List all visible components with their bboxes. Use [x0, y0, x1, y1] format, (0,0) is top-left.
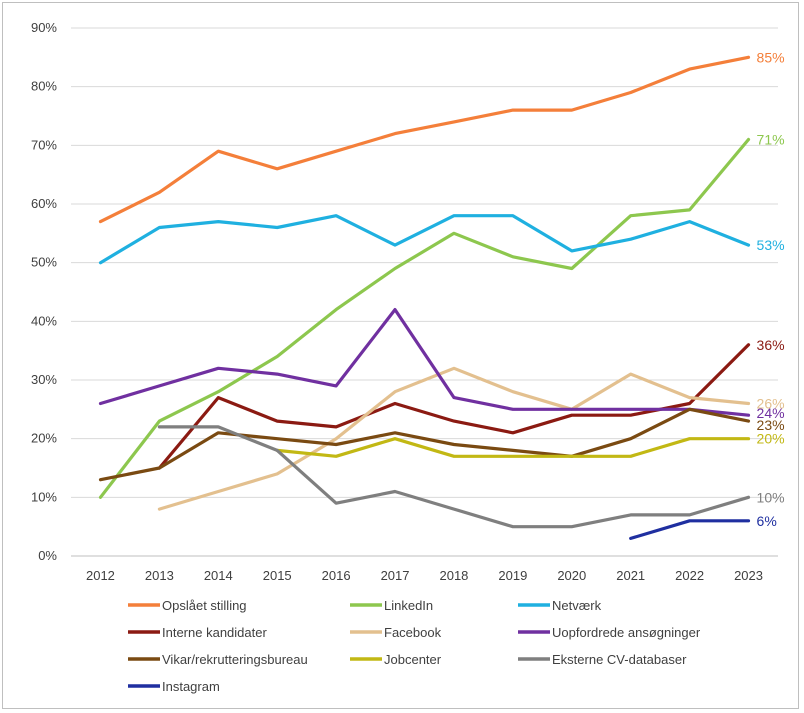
series-line: [275, 437, 751, 458]
series-end-label: 53%: [757, 237, 785, 253]
legend-label: Facebook: [384, 625, 442, 640]
y-tick-label: 0%: [38, 548, 57, 563]
series-end-label: 23%: [757, 417, 785, 433]
series-end-label: 10%: [757, 489, 785, 505]
x-tick-label: 2014: [204, 568, 233, 583]
series-line: [98, 137, 751, 499]
legend-label: LinkedIn: [384, 598, 433, 613]
series-line: [98, 308, 751, 417]
x-tick-label: 2016: [322, 568, 351, 583]
y-tick-label: 40%: [31, 313, 57, 328]
x-tick-label: 2019: [498, 568, 527, 583]
series-end-label: 71%: [757, 131, 785, 147]
legend-label: Uopfordrede ansøgninger: [552, 625, 701, 640]
series-line: [157, 425, 751, 529]
x-tick-label: 2018: [439, 568, 468, 583]
legend-label: Vikar/rekrutteringsbureau: [162, 652, 308, 667]
legend-label: Instagram: [162, 679, 220, 694]
x-tick-label: 2022: [675, 568, 704, 583]
y-tick-label: 10%: [31, 489, 57, 504]
y-tick-label: 80%: [31, 79, 57, 94]
x-tick-label: 2023: [734, 568, 763, 583]
series-line: [98, 214, 751, 265]
y-tick-label: 30%: [31, 372, 57, 387]
series-end-label: 24%: [757, 405, 785, 421]
legend-label: Jobcenter: [384, 652, 442, 667]
series-end-label: 85%: [757, 49, 785, 65]
series-end-label: 6%: [757, 513, 777, 529]
series-line: [629, 519, 751, 541]
series-end-label: 26%: [757, 395, 785, 411]
y-tick-label: 70%: [31, 137, 57, 152]
y-tick-label: 90%: [31, 20, 57, 35]
y-tick-label: 60%: [31, 196, 57, 211]
legend-label: Interne kandidater: [162, 625, 267, 640]
legend-label: Opslået stilling: [162, 598, 247, 613]
series-line: [157, 343, 751, 470]
x-tick-label: 2021: [616, 568, 645, 583]
series-end-label: 36%: [757, 337, 785, 353]
legend-label: Netværk: [552, 598, 602, 613]
x-tick-label: 2017: [381, 568, 410, 583]
legend-label: Eksterne CV-databaser: [552, 652, 687, 667]
y-tick-label: 50%: [31, 255, 57, 270]
y-tick-label: 20%: [31, 431, 57, 446]
series-line: [157, 366, 751, 511]
x-tick-label: 2013: [145, 568, 174, 583]
x-tick-label: 2020: [557, 568, 586, 583]
series-end-label: 20%: [757, 431, 785, 447]
series-line: [98, 407, 751, 482]
series-line: [98, 55, 751, 224]
x-tick-label: 2015: [263, 568, 292, 583]
x-tick-label: 2012: [86, 568, 115, 583]
